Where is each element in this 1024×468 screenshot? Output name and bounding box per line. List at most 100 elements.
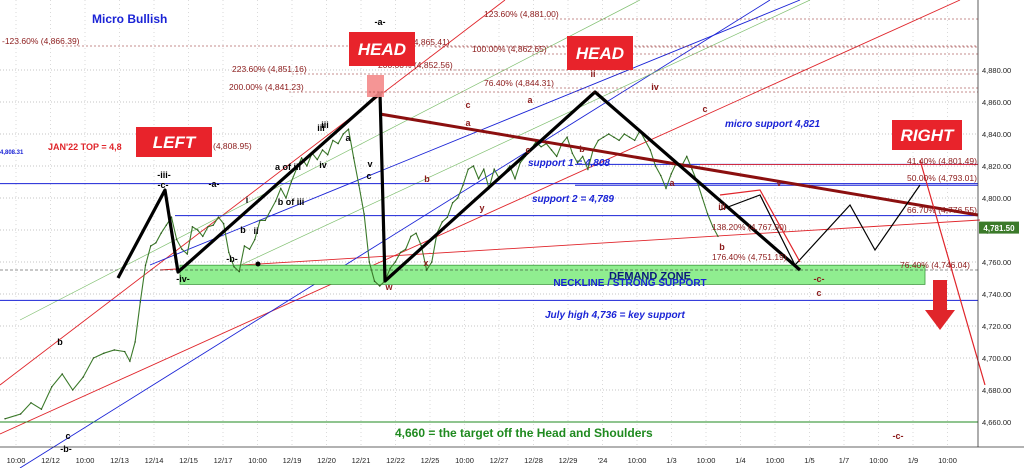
price-point bbox=[467, 168, 469, 170]
price-point bbox=[129, 360, 131, 362]
x-tick-label: 12/25 bbox=[421, 456, 440, 465]
price-point bbox=[451, 202, 454, 204]
x-tick-label: 12/13 bbox=[110, 456, 129, 465]
wave-label: iv bbox=[319, 160, 327, 170]
price-point bbox=[670, 173, 672, 175]
price-point bbox=[196, 229, 199, 231]
x-tick-label: 12/22 bbox=[386, 456, 405, 465]
fib-label: 66.70% (4,776.55) bbox=[907, 205, 977, 215]
fib-label: 76.40% (4,746.04) bbox=[900, 260, 970, 270]
demand-zone-label: DEMAND ZONE bbox=[609, 270, 691, 282]
wave-label: b bbox=[240, 225, 246, 235]
price-point bbox=[202, 235, 204, 238]
pattern-box-label: RIGHT bbox=[901, 126, 956, 145]
price-point bbox=[712, 226, 714, 228]
x-tick-label: 12/21 bbox=[352, 456, 371, 465]
price-point bbox=[269, 210, 272, 212]
price-point bbox=[337, 142, 339, 145]
y-tick-label: 4,880.00 bbox=[982, 66, 1011, 75]
x-tick-label: 12/15 bbox=[179, 456, 198, 465]
trend-line bbox=[19, 0, 771, 468]
price-point bbox=[155, 242, 157, 244]
fib-label: -123.60% (4,866.39) bbox=[2, 36, 80, 46]
x-tick-label: 12/12 bbox=[41, 456, 60, 465]
wave-label: iii bbox=[317, 123, 325, 133]
price-point bbox=[540, 146, 542, 148]
pattern-box bbox=[349, 32, 415, 66]
price-point bbox=[186, 253, 188, 255]
price-point bbox=[264, 219, 266, 222]
pattern-box-label: LEFT bbox=[153, 133, 197, 152]
fib-label: 223.60% (4,851.16) bbox=[232, 64, 307, 74]
fib-label: 100.00% (4,862.65) bbox=[472, 44, 547, 54]
x-tick-label: 10:00 bbox=[938, 456, 957, 465]
price-point bbox=[134, 341, 136, 343]
price-point bbox=[441, 221, 443, 223]
fib-label: 200.00% (4,841.23) bbox=[229, 82, 304, 92]
fib-label: (4,808.95) bbox=[213, 141, 252, 151]
price-point bbox=[228, 251, 230, 254]
price-point bbox=[243, 245, 246, 247]
price-point bbox=[327, 154, 329, 156]
wave-label: b bbox=[719, 242, 725, 252]
level-label: micro support 4,821 bbox=[725, 119, 820, 130]
trendlines bbox=[0, 0, 981, 468]
level-label: support 1 = 4,808 bbox=[528, 158, 610, 169]
price-point bbox=[212, 224, 214, 226]
x-tick-label: 1/5 bbox=[804, 456, 814, 465]
trend-line bbox=[0, 0, 506, 386]
price-point bbox=[40, 408, 43, 410]
wave-label: a of iii bbox=[275, 162, 301, 172]
price-point bbox=[373, 280, 376, 282]
price-point bbox=[176, 238, 178, 241]
wave-label: ii bbox=[590, 69, 595, 79]
y-tick-label: 4,700.00 bbox=[982, 354, 1011, 363]
peak-marker bbox=[367, 75, 384, 97]
price-point bbox=[238, 270, 240, 273]
price-point bbox=[602, 136, 605, 138]
chart-title: Micro Bullish bbox=[92, 12, 167, 26]
price-point bbox=[92, 357, 95, 359]
trend-line bbox=[0, 0, 961, 435]
price-point bbox=[571, 152, 573, 154]
wave-label: -c- bbox=[893, 431, 904, 441]
wave-label: a bbox=[345, 133, 351, 143]
price-point bbox=[660, 174, 662, 177]
wave-label: c bbox=[65, 431, 70, 441]
price-point bbox=[556, 155, 558, 158]
price-point bbox=[139, 301, 141, 303]
x-tick-label: 1/3 bbox=[666, 456, 676, 465]
price-line bbox=[4, 128, 719, 420]
y-tick-label: 4,720.00 bbox=[982, 322, 1011, 331]
price-point bbox=[394, 261, 396, 263]
price-point bbox=[160, 232, 162, 234]
grid bbox=[0, 0, 978, 447]
price-point bbox=[4, 418, 6, 420]
fib-label: 41.40% (4,801.49) bbox=[907, 156, 977, 166]
price-point bbox=[410, 235, 412, 238]
pattern-box bbox=[136, 127, 212, 157]
pattern-box-label: HEAD bbox=[576, 44, 624, 63]
wave-label: iv bbox=[651, 82, 659, 92]
x-tick-label: 12/27 bbox=[490, 456, 509, 465]
price-point bbox=[358, 184, 360, 186]
level-label: JAN'22 TOP = 4,8 bbox=[48, 142, 122, 152]
x-tick-label: 12/17 bbox=[214, 456, 233, 465]
x-tick-label: 12/29 bbox=[559, 456, 578, 465]
wave-label: a bbox=[527, 95, 533, 105]
price-point bbox=[165, 224, 167, 226]
wave-label: c bbox=[816, 288, 821, 298]
price-point bbox=[462, 184, 464, 186]
price-point bbox=[405, 248, 407, 250]
x-tick-label: 10:00 bbox=[7, 456, 26, 465]
y-tick-label: 4,800.00 bbox=[982, 194, 1011, 203]
fib-label: 200.00% (4,852.56) bbox=[378, 60, 453, 70]
pattern-overlay bbox=[116, 75, 986, 386]
wave-label: iii bbox=[321, 120, 329, 130]
price-point bbox=[280, 187, 282, 190]
wave-label: c bbox=[525, 145, 530, 155]
price-point bbox=[649, 149, 651, 151]
